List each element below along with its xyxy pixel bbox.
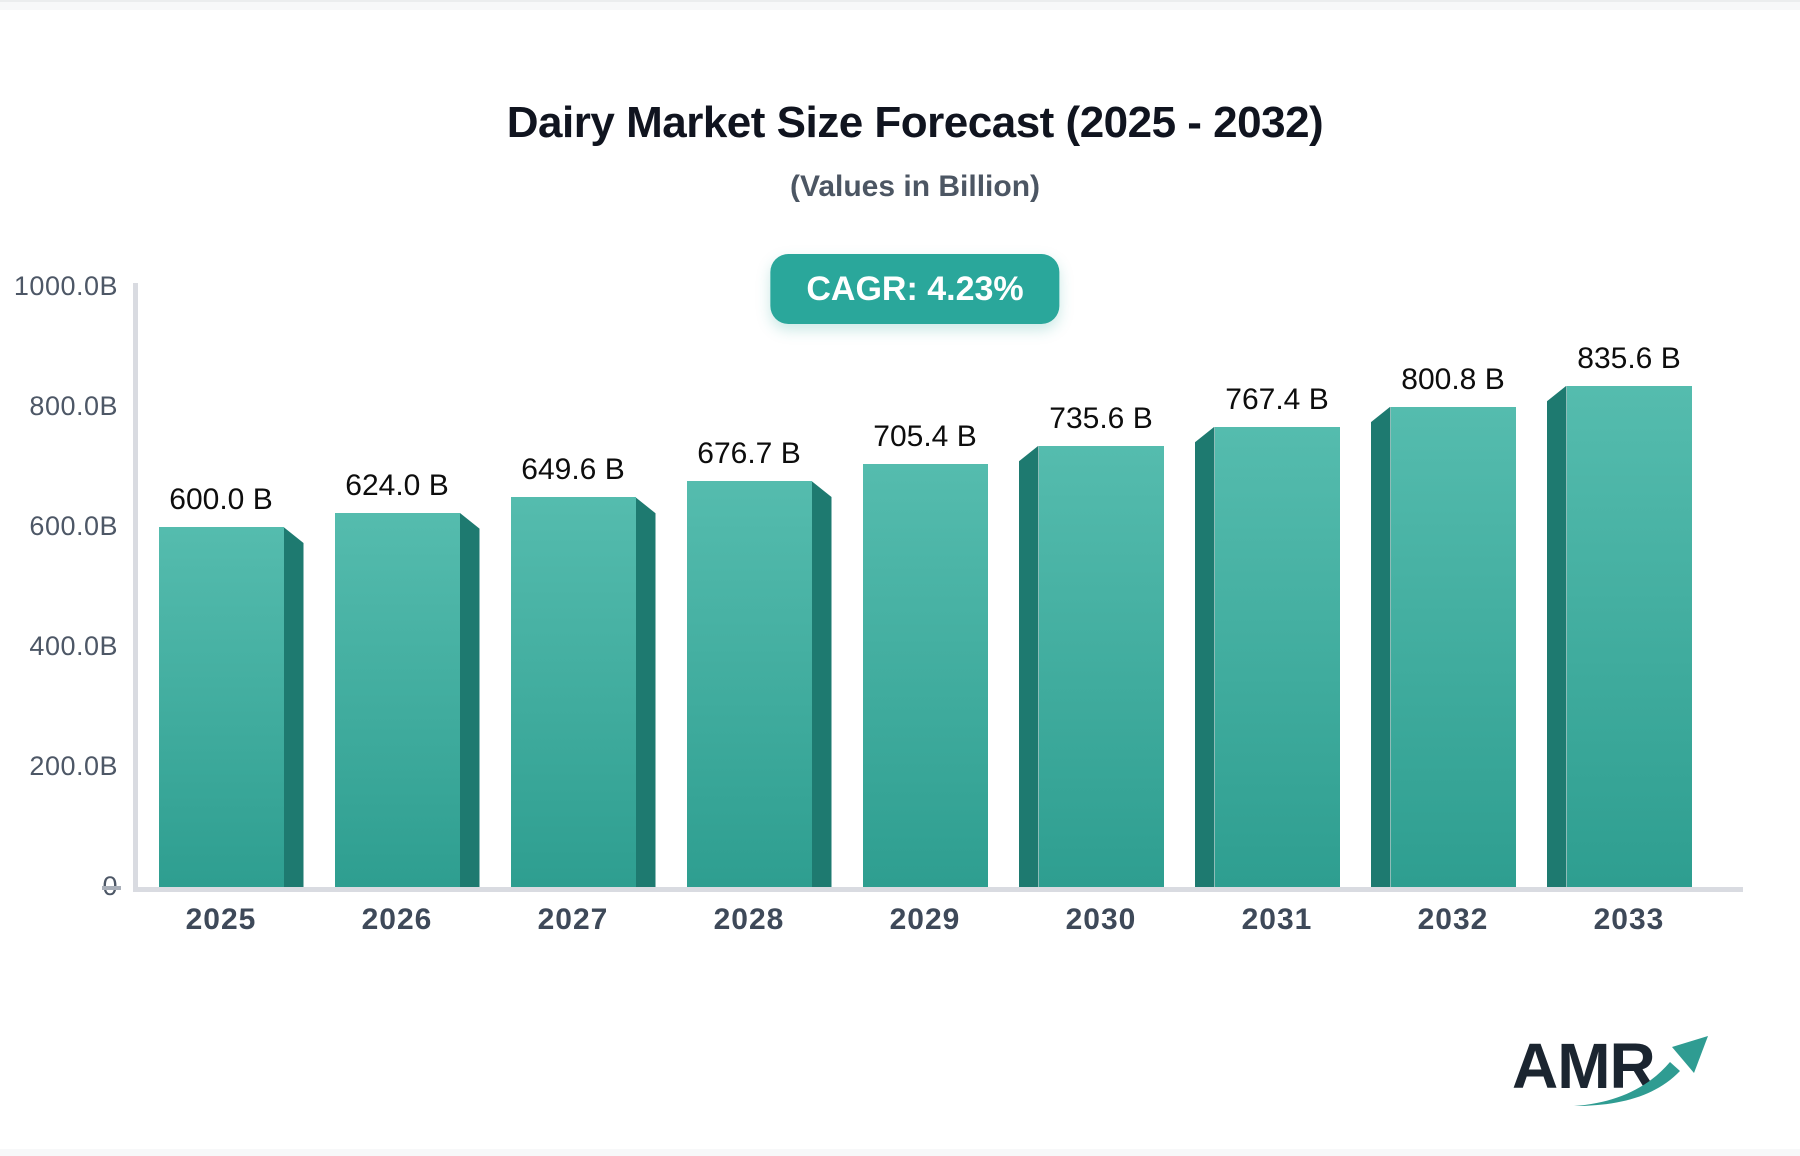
- bar-slot: 600.0 B 2025: [133, 287, 309, 936]
- amr-logo: AMR: [1512, 1030, 1708, 1106]
- bar-side-face: [635, 497, 656, 887]
- x-axis-label-2031: 2031: [1241, 903, 1313, 936]
- bar-value-label: 767.4 B: [1225, 382, 1329, 416]
- bar-slot: 835.6 B 2033: [1541, 287, 1717, 936]
- y-tick-label: 1000.0B: [13, 271, 118, 301]
- bar-side-face: [459, 512, 480, 887]
- bar-2026: 624.0 B: [334, 469, 480, 887]
- bar-2031: 767.4 B: [1194, 383, 1340, 887]
- bar-side-face: [1194, 426, 1215, 887]
- bar-2028: 676.7 B: [686, 437, 832, 887]
- page-top-border: [0, 0, 1800, 10]
- bar-slot: 800.8 B 2032: [1365, 287, 1541, 936]
- cagr-badge: CAGR: 4.23%: [770, 254, 1060, 324]
- bar-value-label: 705.4 B: [873, 419, 977, 453]
- bar-2029: 705.4 B: [862, 420, 988, 887]
- bar-value-label: 676.7 B: [697, 436, 801, 470]
- bar-2027: 649.6 B: [510, 453, 656, 887]
- x-axis-line: [133, 887, 1743, 892]
- bar-value-label: 624.0 B: [345, 468, 449, 502]
- y-tick-label: 400.0B: [29, 631, 118, 661]
- x-axis-label-2027: 2027: [537, 903, 609, 936]
- bar-side-face: [1018, 445, 1039, 887]
- bar-value-label: 835.6 B: [1577, 341, 1681, 375]
- bar-2033: 835.6 B: [1546, 342, 1692, 887]
- bar-side-face: [1546, 385, 1567, 887]
- bar-slot: 649.6 B 2027: [485, 287, 661, 936]
- x-axis-label-2026: 2026: [361, 903, 433, 936]
- bar-side-face: [283, 527, 304, 887]
- y-axis-line: [133, 283, 138, 888]
- x-axis-label-2028: 2028: [713, 903, 785, 936]
- page-bottom-border: [0, 1149, 1800, 1156]
- bar-slot: 624.0 B 2026: [309, 287, 485, 936]
- bar-2030: 735.6 B: [1018, 402, 1164, 887]
- y-tick-label: 600.0B: [29, 511, 118, 541]
- amr-logo-text: AMR: [1512, 1030, 1655, 1102]
- bar-value-label: 735.6 B: [1049, 401, 1153, 435]
- x-axis-label-2033: 2033: [1593, 903, 1665, 936]
- bars: 600.0 B 2025 624.0 B 2026 649.6 B 2027 676.7 B…: [133, 287, 1717, 936]
- zero-tick-mark: [102, 886, 121, 890]
- x-axis-label-2030: 2030: [1065, 903, 1137, 936]
- x-axis-label-2032: 2032: [1417, 903, 1489, 936]
- y-tick-label: 800.0B: [29, 391, 118, 421]
- bar-slot: 767.4 B 2031: [1189, 287, 1365, 936]
- bar-2032: 800.8 B: [1370, 363, 1516, 887]
- amr-logo-arrow-swoosh: [1574, 1062, 1680, 1106]
- bar-slot: 676.7 B 2028: [661, 287, 837, 936]
- bar-slot: 735.6 B 2030: [1013, 287, 1189, 936]
- y-tick-label: 200.0B: [29, 751, 118, 781]
- bar-side-face: [1370, 406, 1391, 887]
- bar-2025: 600.0 B: [158, 483, 304, 887]
- chart-title: Dairy Market Size Forecast (2025 - 2032): [506, 98, 1324, 147]
- bar-slot: 705.4 B 2029: [837, 287, 1013, 936]
- bar-side-face: [811, 480, 832, 887]
- bar-value-label: 649.6 B: [521, 453, 625, 487]
- amr-logo-arrowhead: [1672, 1036, 1708, 1073]
- chart-subtitle: (Values in Billion): [789, 170, 1041, 203]
- bar-value-label: 600.0 B: [169, 483, 273, 516]
- x-axis-label-2025: 2025: [185, 903, 257, 936]
- x-axis-label-2029: 2029: [889, 903, 961, 936]
- bar-value-label: 800.8 B: [1401, 362, 1505, 396]
